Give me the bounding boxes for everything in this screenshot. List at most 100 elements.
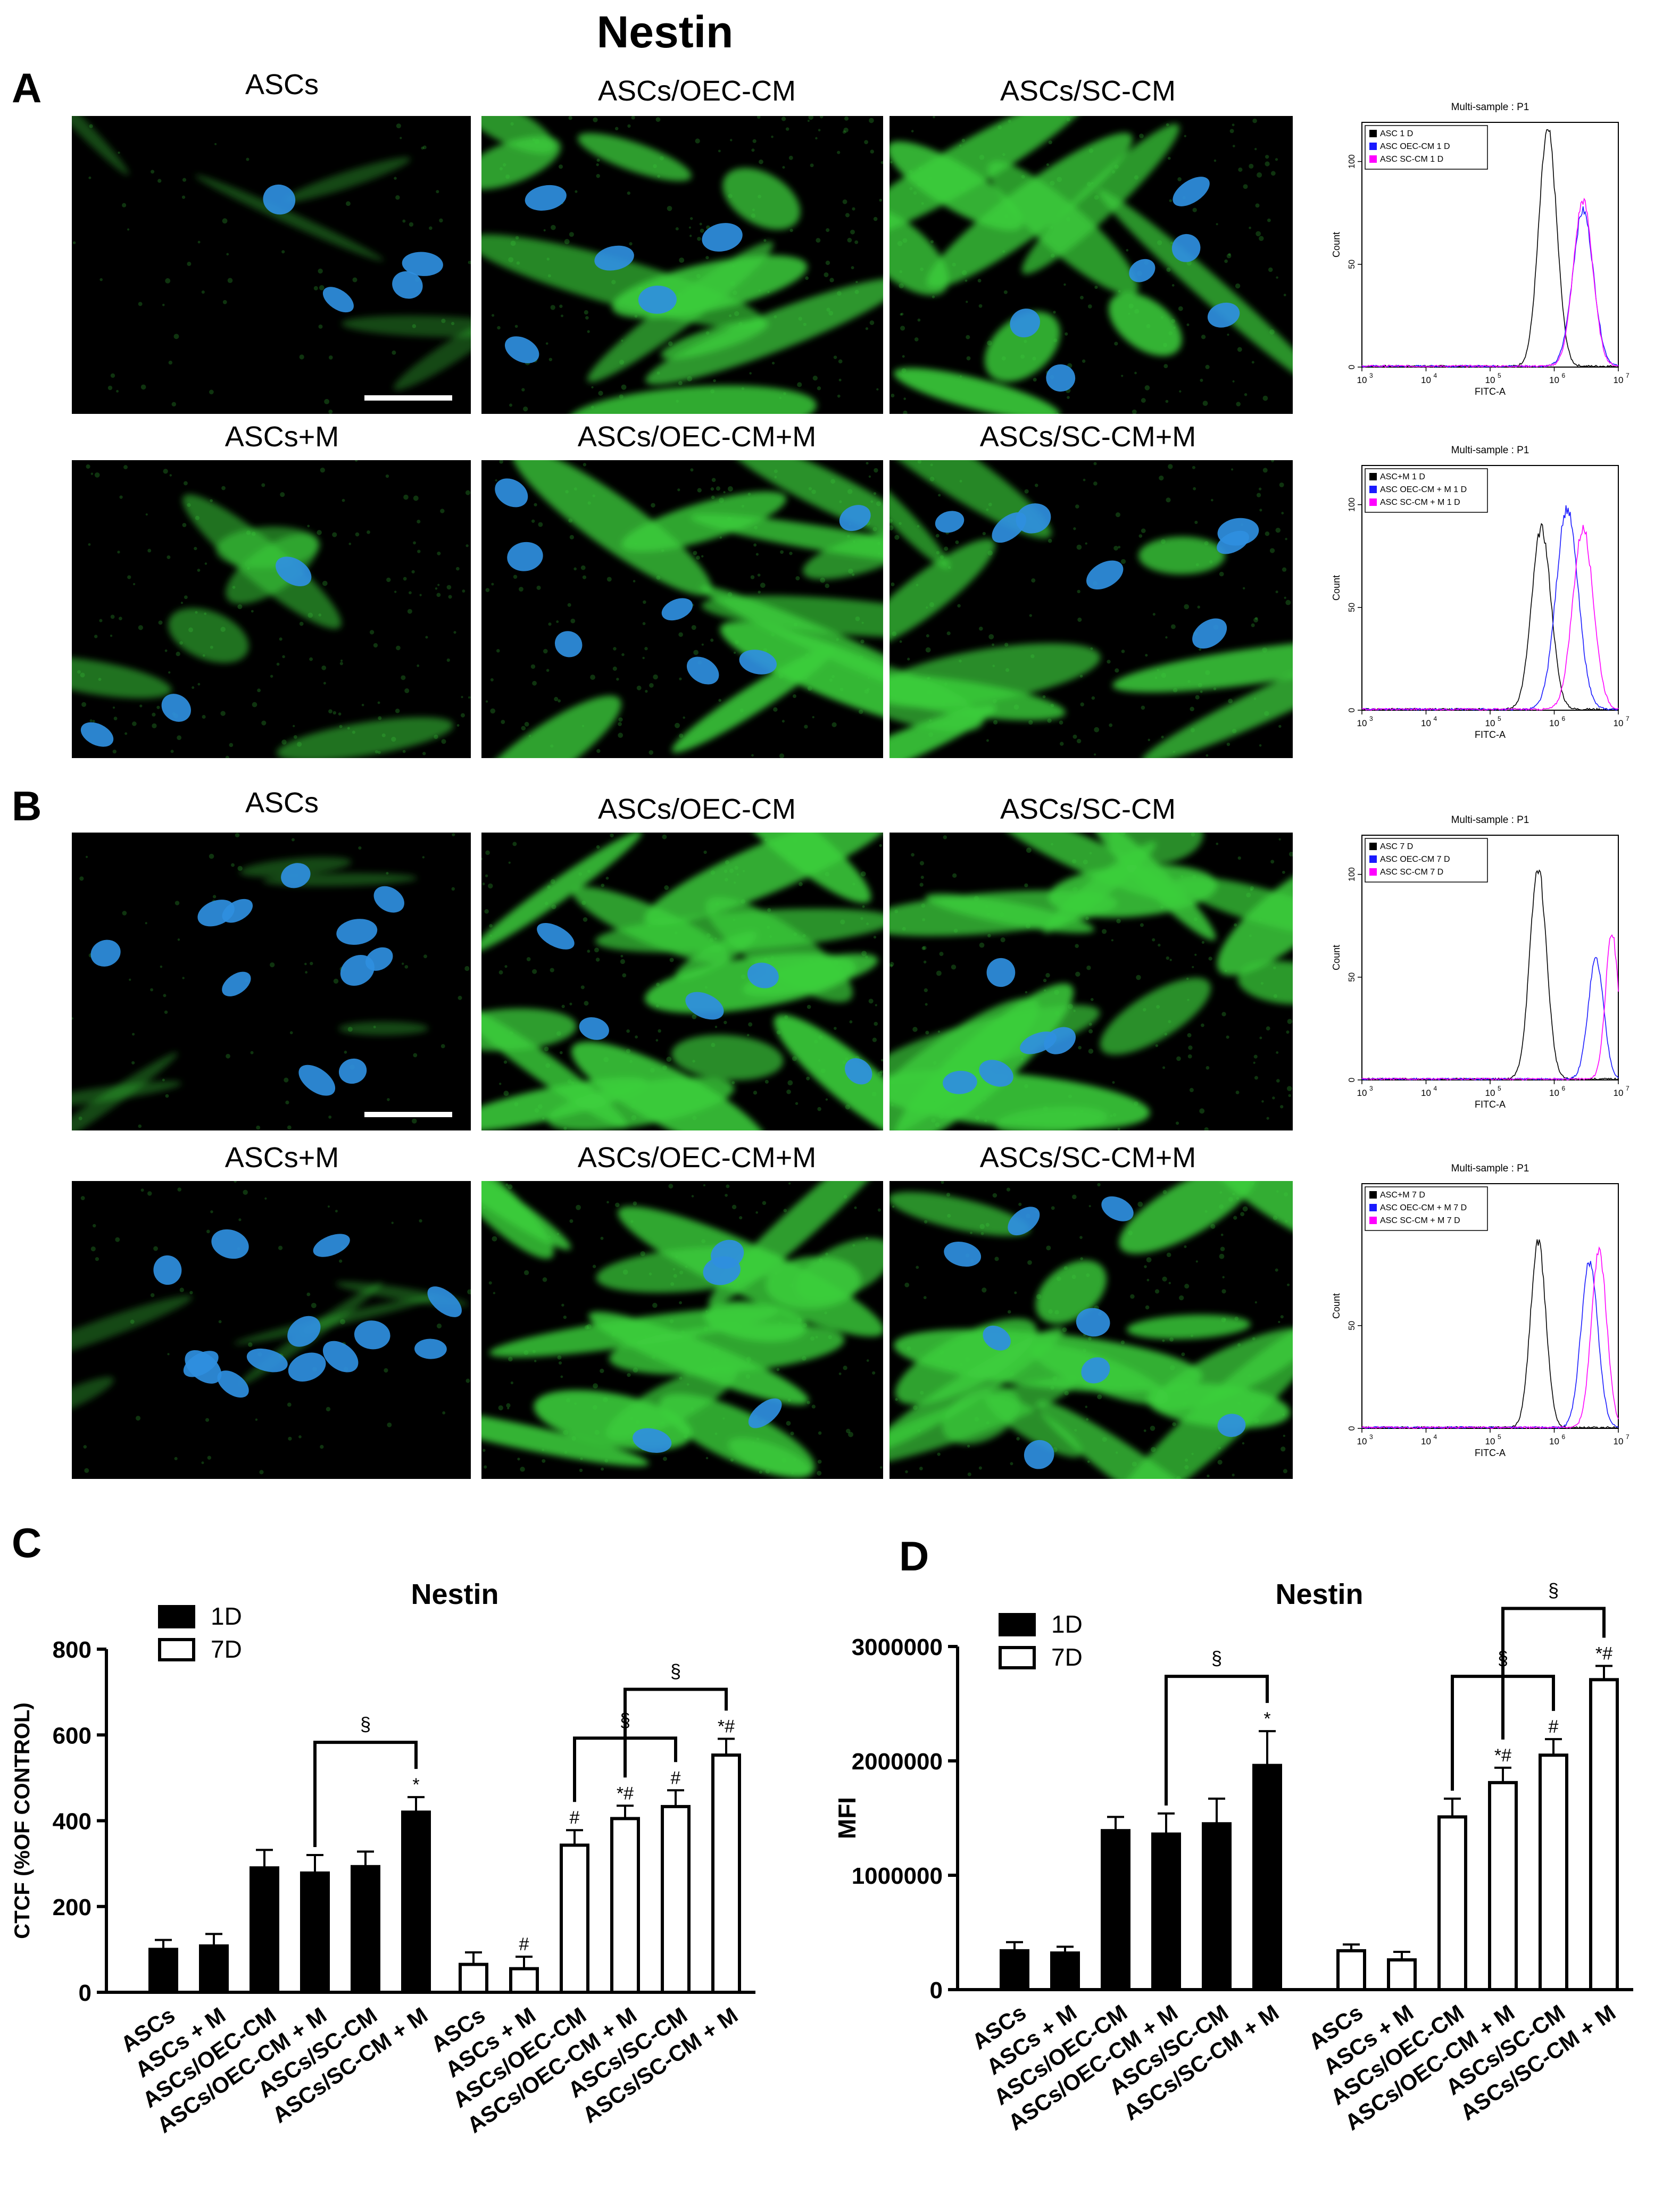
nucleus bbox=[1010, 309, 1041, 338]
flow-ytick: 0 bbox=[1348, 1077, 1357, 1082]
bar bbox=[401, 1810, 431, 1994]
y-tick-label: 2000000 bbox=[852, 1749, 943, 1775]
flow-ytick: 0 bbox=[1348, 708, 1357, 712]
flow-xtick-exponent: 4 bbox=[1434, 1433, 1437, 1441]
significance-mark: *# bbox=[1595, 1644, 1612, 1664]
flow-xtick: 10 bbox=[1485, 375, 1495, 385]
nucleus bbox=[845, 1058, 872, 1085]
bar bbox=[1000, 1949, 1029, 1992]
flow-legend-entry: ASC+M 7 D bbox=[1380, 1191, 1425, 1200]
flow-ylabel: Count bbox=[1331, 1293, 1342, 1319]
micrograph-canvas bbox=[889, 1181, 1293, 1479]
nucleus bbox=[276, 556, 312, 587]
micrograph-canvas bbox=[889, 116, 1293, 414]
flow-legend-entry: ASC SC-CM 1 D bbox=[1380, 155, 1443, 164]
panel-letter-c: C bbox=[12, 1519, 42, 1566]
y-tick-label: 600 bbox=[53, 1723, 92, 1749]
significance-mark: *# bbox=[617, 1783, 634, 1803]
flow-legend-entry: ASC SC-CM + M 7 D bbox=[1380, 1216, 1460, 1225]
flow-xtick: 10 bbox=[1421, 1088, 1431, 1098]
bar-chart-canvas: Nestin1D7D0100000020000003000000MFIASCsA… bbox=[833, 1578, 1633, 2135]
chart-title: Nestin bbox=[411, 1578, 498, 1610]
bar bbox=[1101, 1829, 1130, 1992]
panel-letter-d: D bbox=[899, 1533, 929, 1579]
micrograph-a-oec bbox=[481, 116, 883, 414]
nucleus bbox=[402, 252, 443, 276]
bracket-symbol: § bbox=[1211, 1647, 1222, 1669]
nucleus bbox=[217, 1370, 249, 1398]
bar bbox=[199, 1944, 229, 1994]
flow-xtick-exponent: 4 bbox=[1434, 715, 1437, 722]
flow-histogram-series bbox=[1362, 869, 1619, 1081]
nucleus bbox=[507, 542, 543, 571]
nucleus bbox=[943, 1070, 977, 1094]
flow-histogram-b1: Multi-sample : P1 ASC 7 D ASC OEC-CM 7 D AS… bbox=[1330, 811, 1630, 1117]
micrograph-b-oec bbox=[481, 833, 883, 1130]
flow-legend-entry: ASC 1 D bbox=[1380, 129, 1413, 138]
y-tick-label: 800 bbox=[53, 1637, 92, 1663]
flow-histogram-series bbox=[1361, 1239, 1619, 1429]
bracket-symbol: § bbox=[360, 1713, 371, 1735]
nucleus bbox=[222, 971, 251, 996]
bar bbox=[148, 1948, 178, 1994]
flow-histogram-a2: Multi-sample : P1 ASC+M 1 D ASC OEC-CM + M… bbox=[1330, 442, 1630, 747]
nucleus bbox=[90, 939, 121, 967]
nucleus bbox=[1024, 1440, 1054, 1469]
flow-xtick: 10 bbox=[1614, 718, 1624, 728]
nucleus bbox=[322, 287, 354, 313]
panel-letter-b: B bbox=[12, 783, 42, 829]
micrograph-b-ascs-m bbox=[72, 1181, 471, 1479]
nucleus bbox=[336, 919, 378, 945]
nucleus bbox=[392, 271, 423, 299]
significance-bracket bbox=[313, 1741, 418, 1847]
panel-a-label-ascs-m: ASCs+M bbox=[225, 421, 339, 453]
micrograph-a-oec-m bbox=[481, 460, 883, 758]
significance-mark: *# bbox=[718, 1717, 735, 1737]
y-axis-label: MFI bbox=[833, 1797, 861, 1839]
flow-xtick: 10 bbox=[1421, 718, 1431, 728]
flow-xlabel: FITC-A bbox=[1475, 1448, 1506, 1458]
bar bbox=[1589, 1678, 1619, 1992]
y-tick-label: 3000000 bbox=[852, 1634, 943, 1660]
flow-xtick: 10 bbox=[1421, 375, 1431, 385]
nucleus bbox=[1171, 234, 1201, 262]
flow-xtick: 10 bbox=[1614, 1436, 1624, 1446]
flow-xtick-exponent: 3 bbox=[1369, 715, 1373, 722]
micrograph-a-sc-m bbox=[889, 460, 1293, 758]
panel-a-label-ascs: ASCs bbox=[245, 69, 319, 101]
panel-a-label-oec-m: ASCs/OEC-CM+M bbox=[577, 421, 817, 453]
chart-title: Nestin bbox=[1275, 1578, 1363, 1610]
significance-bracket bbox=[1501, 1607, 1606, 1740]
flow-xtick: 10 bbox=[1357, 375, 1367, 385]
legend-swatch bbox=[999, 1613, 1036, 1636]
nucleus bbox=[313, 1234, 350, 1257]
flow-histogram-a1: Multi-sample : P1 ASC 1 D ASC OEC-CM 1 D AS… bbox=[1330, 98, 1630, 404]
flow-xtick: 10 bbox=[1614, 1088, 1624, 1098]
nucleus bbox=[504, 336, 539, 363]
flow-legend-entry: ASC+M 1 D bbox=[1380, 472, 1425, 481]
flow-histogram-series bbox=[1361, 1246, 1619, 1429]
nucleus bbox=[365, 947, 393, 971]
nucleus bbox=[685, 992, 724, 1020]
nucleus bbox=[686, 656, 719, 685]
flow-xtick-exponent: 6 bbox=[1562, 372, 1566, 379]
flow-xtick-exponent: 4 bbox=[1434, 1085, 1437, 1092]
bar bbox=[250, 1866, 279, 1994]
flow-legend-entry: ASC OEC-CM 1 D bbox=[1380, 142, 1450, 151]
micrograph-canvas bbox=[481, 1181, 883, 1479]
nucleus bbox=[703, 1256, 741, 1285]
nucleus bbox=[1020, 1031, 1057, 1054]
nucleus bbox=[153, 1255, 182, 1285]
bar bbox=[1336, 1949, 1366, 1992]
legend-label: 7D bbox=[211, 1635, 242, 1663]
flow-xtick-exponent: 5 bbox=[1498, 1433, 1501, 1441]
y-tick-label: 1000000 bbox=[852, 1863, 943, 1889]
bar bbox=[459, 1962, 488, 1994]
flow-header: Multi-sample : P1 bbox=[1451, 102, 1529, 113]
panel-a-label-oec: ASCs/OEC-CM bbox=[597, 75, 796, 107]
y-tick-label: 400 bbox=[53, 1809, 92, 1835]
y-tick-label: 200 bbox=[53, 1894, 92, 1920]
flow-ytick: 100 bbox=[1348, 154, 1357, 169]
nucleus bbox=[1081, 1357, 1110, 1384]
flow-xlabel: FITC-A bbox=[1475, 729, 1506, 740]
